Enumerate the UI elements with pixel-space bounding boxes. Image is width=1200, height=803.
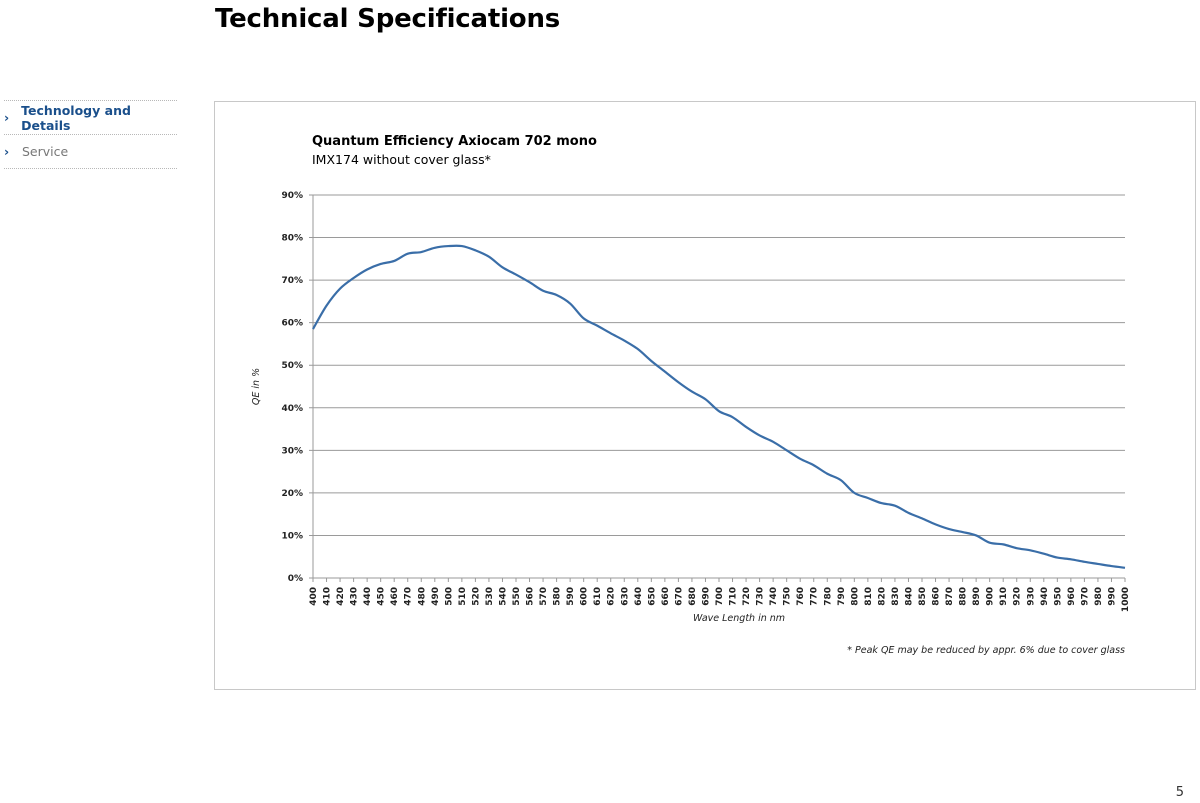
x-tick-label: 950: [1053, 587, 1063, 606]
x-tick-label: 770: [810, 587, 820, 606]
nav-item-technology-and-details[interactable]: › Technology and Details: [4, 100, 177, 134]
x-tick-label: 890: [972, 587, 982, 606]
chevron-right-icon: ›: [4, 110, 10, 125]
x-tick-label: 630: [620, 587, 630, 606]
y-tick-label: 30%: [281, 446, 303, 456]
y-tick-labels: 0% 10% 20% 30% 40% 50% 60% 70% 80% 90%: [281, 191, 303, 584]
x-axis-label: Wave Length in nm: [693, 613, 785, 624]
x-tick-label: 460: [390, 587, 400, 606]
x-tick-label: 450: [377, 587, 387, 606]
x-tick-label: 980: [1094, 587, 1104, 606]
x-tick-label: 490: [431, 587, 441, 606]
chevron-right-icon: ›: [4, 144, 10, 159]
x-tick-label: 680: [688, 587, 698, 606]
nav-item-label: Technology and Details: [21, 102, 131, 133]
x-tick-label: 760: [796, 587, 806, 606]
x-tick-label: 840: [904, 587, 914, 606]
x-tick-label: 830: [891, 587, 901, 606]
x-tick-label: 880: [959, 587, 969, 606]
x-tick-label: 820: [877, 587, 887, 606]
x-tick-label: 700: [715, 587, 725, 606]
x-tick-label: 750: [783, 587, 793, 606]
chart-title: Quantum Efficiency Axiocam 702 mono: [312, 134, 597, 149]
y-tick-label: 50%: [281, 361, 303, 371]
page-number: 5: [1175, 785, 1184, 800]
x-tick-label: 550: [512, 587, 522, 606]
chart-footnote: * Peak QE may be reduced by appr. 6% due…: [847, 645, 1125, 656]
x-tick-label: 570: [539, 587, 549, 606]
y-tick-label: 20%: [281, 489, 303, 499]
x-tick-label: 610: [593, 587, 603, 606]
page-title: Technical Specifications: [215, 4, 561, 34]
x-tick-label: 860: [932, 587, 942, 606]
x-tick-label: 430: [350, 587, 360, 606]
x-tick-label: 470: [404, 587, 414, 606]
x-tick-label: 520: [471, 587, 481, 606]
y-tick-label: 80%: [281, 234, 303, 244]
x-tick-label: 620: [607, 587, 617, 606]
x-tick-label: 590: [566, 587, 576, 606]
x-tick-label: 790: [837, 587, 847, 606]
x-tick-label: 850: [918, 587, 928, 606]
x-tick-label: 420: [336, 587, 346, 606]
x-tick-label: 800: [850, 587, 860, 606]
y-tick-label: 70%: [281, 276, 303, 286]
x-tick-label: 910: [999, 587, 1009, 606]
x-tick-label: 940: [1040, 587, 1050, 606]
x-tick-label: 780: [823, 587, 833, 606]
x-tick-label: 720: [742, 587, 752, 606]
x-tick-label: 660: [661, 587, 671, 606]
x-tick-label: 690: [701, 587, 711, 606]
x-tick-label: 930: [1026, 587, 1036, 606]
x-tick-label: 920: [1013, 587, 1023, 606]
x-tick-label: 960: [1067, 587, 1077, 606]
x-tick-label: 710: [729, 587, 739, 606]
x-tick-label: 500: [444, 587, 454, 606]
x-tick-label: 440: [363, 587, 373, 606]
y-tick-label: 0%: [288, 574, 303, 584]
y-tick-label: 10%: [281, 531, 303, 541]
x-tick-label: 540: [498, 587, 508, 606]
x-tick-label: 1000: [1121, 587, 1131, 612]
y-tick-label: 40%: [281, 404, 303, 414]
x-tick-label: 600: [580, 587, 590, 606]
x-tick-label: 670: [674, 587, 684, 606]
x-tick-label: 510: [458, 587, 468, 606]
y-tick-label: 90%: [281, 191, 303, 201]
x-tick-labels: 400 410 420 430 440 450 460 470 480 490 500 510 520 5…: [309, 587, 1131, 612]
y-tick-label: 60%: [281, 319, 303, 329]
x-tick-label: 560: [526, 587, 536, 606]
series-line: [312, 244, 1126, 569]
x-tick-label: 640: [634, 587, 644, 606]
x-tick-label: 740: [769, 587, 779, 606]
y-axis-label: QE in %: [251, 368, 262, 405]
grid-layer: [309, 194, 1126, 582]
chart-panel: Quantum Efficiency Axiocam 702 mono IMX1…: [214, 101, 1196, 690]
x-tick-label: 400: [309, 587, 319, 606]
x-tick-label: 970: [1080, 587, 1090, 606]
qe-chart: Quantum Efficiency Axiocam 702 mono IMX1…: [251, 134, 1131, 656]
chart-subtitle: IMX174 without cover glass*: [312, 152, 491, 167]
x-tick-label: 530: [485, 587, 495, 606]
x-tick-label: 480: [417, 587, 427, 606]
x-tick-label: 650: [647, 587, 657, 606]
nav-item-service[interactable]: › Service: [4, 134, 177, 169]
side-nav: › Technology and Details › Service: [4, 100, 177, 169]
x-tick-label: 810: [864, 587, 874, 606]
nav-item-label: Service: [22, 144, 69, 159]
x-tick-label: 990: [1107, 587, 1117, 606]
x-tick-label: 410: [323, 587, 333, 606]
x-tick-label: 870: [945, 587, 955, 606]
x-tick-label: 580: [553, 587, 563, 606]
x-tick-label: 900: [986, 587, 996, 606]
x-tick-label: 730: [756, 587, 766, 606]
